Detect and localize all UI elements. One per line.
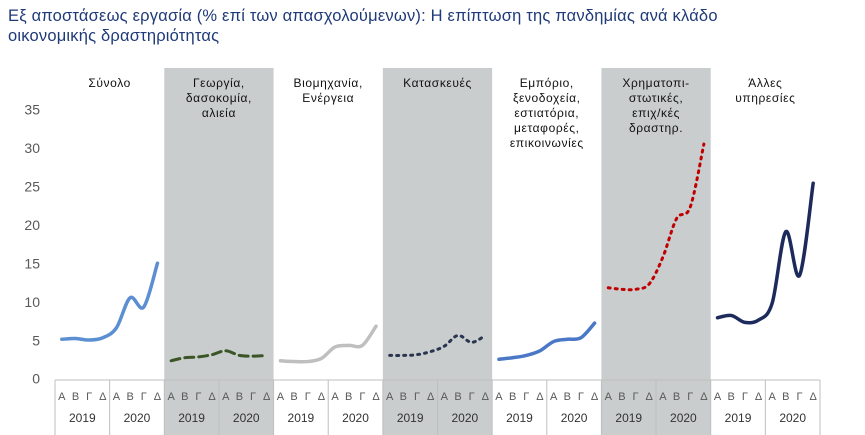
x-tick-label: Δ xyxy=(427,391,435,403)
year-label: 2019 xyxy=(506,411,533,425)
x-tick-label: Γ xyxy=(687,391,693,403)
panel-label: Γεωργία, δασοκομία, αλιεία xyxy=(185,76,252,120)
year-label: 2019 xyxy=(615,411,642,425)
x-tick-label: Β xyxy=(72,391,79,403)
y-tick-label: 35 xyxy=(24,102,40,118)
x-tick-label: Α xyxy=(441,391,449,403)
x-tick-label: Α xyxy=(277,391,285,403)
x-tick-label: Α xyxy=(714,391,722,403)
series-line xyxy=(388,333,487,357)
x-tick-label: Α xyxy=(113,391,121,403)
x-tick-label: Β xyxy=(564,391,571,403)
year-label: 2020 xyxy=(670,411,697,425)
x-tick-label: Β xyxy=(618,391,625,403)
x-tick-label: Β xyxy=(728,391,735,403)
year-label: 2020 xyxy=(451,411,478,425)
x-tick-label: Γ xyxy=(578,391,584,403)
x-tick-label: Δ xyxy=(482,391,490,403)
x-tick-label: Β xyxy=(673,391,680,403)
x-tick-label: Δ xyxy=(700,391,708,403)
year-label: 2020 xyxy=(233,411,260,425)
x-tick-label: Γ xyxy=(469,391,475,403)
x-tick-label: Γ xyxy=(86,391,92,403)
series-line xyxy=(497,321,597,361)
x-tick-label: Β xyxy=(236,391,243,403)
year-label: 2020 xyxy=(779,411,806,425)
x-tick-label: Δ xyxy=(755,391,763,403)
x-tick-label: Β xyxy=(400,391,407,403)
year-label: 2020 xyxy=(342,411,369,425)
x-tick-label: Β xyxy=(509,391,516,403)
x-tick-label: Α xyxy=(769,391,777,403)
x-tick-label: Α xyxy=(659,391,667,403)
x-tick-label: Α xyxy=(331,391,339,403)
x-tick-label: Γ xyxy=(359,391,365,403)
x-tick-label: Δ xyxy=(372,391,380,403)
x-tick-label: Γ xyxy=(414,391,420,403)
series-line xyxy=(169,349,269,363)
x-tick-label: Β xyxy=(126,391,133,403)
x-tick-label: Β xyxy=(290,391,297,403)
year-label: 2020 xyxy=(561,411,588,425)
series-line xyxy=(278,324,378,364)
x-tick-label: Β xyxy=(782,391,789,403)
chart-title: Εξ αποστάσεως εργασία (% επί των απασχολ… xyxy=(8,7,718,45)
panel-label: Εμπόριο, ξενοδοχεία, εστιατόρια, μεταφορ… xyxy=(509,76,584,150)
year-label: 2019 xyxy=(69,411,96,425)
series-line xyxy=(606,142,706,292)
x-tick-label: Γ xyxy=(195,391,201,403)
x-tick-label: Α xyxy=(605,391,613,403)
x-tick-label: Γ xyxy=(250,391,256,403)
x-tick-label: Δ xyxy=(809,391,817,403)
year-label: 2019 xyxy=(397,411,424,425)
x-tick-label: Δ xyxy=(263,391,271,403)
y-tick-label: 0 xyxy=(32,371,40,387)
panel-shade xyxy=(164,68,274,435)
year-label: 2019 xyxy=(178,411,205,425)
x-tick-label: Β xyxy=(345,391,352,403)
series-line xyxy=(715,181,815,325)
x-tick-label: Δ xyxy=(208,391,216,403)
x-tick-label: Γ xyxy=(305,391,311,403)
x-tick-label: Δ xyxy=(318,391,326,403)
y-tick-label: 10 xyxy=(24,294,40,310)
x-tick-label: Δ xyxy=(154,391,162,403)
panel-label: Άλλες υπηρεσίες xyxy=(735,76,796,105)
y-tick-label: 15 xyxy=(24,255,40,271)
year-label: 2019 xyxy=(288,411,315,425)
x-tick-label: Γ xyxy=(796,391,802,403)
panel-label: Σύνολο xyxy=(88,76,131,90)
x-tick-label: Γ xyxy=(633,391,639,403)
panel-shade xyxy=(601,68,711,435)
y-tick-label: 25 xyxy=(24,179,40,195)
x-tick-label: Γ xyxy=(742,391,748,403)
year-label: 2019 xyxy=(725,411,752,425)
x-tick-label: Α xyxy=(58,391,66,403)
series-line xyxy=(60,261,160,342)
x-tick-label: Α xyxy=(167,391,175,403)
x-tick-label: Α xyxy=(386,391,394,403)
y-tick-label: 30 xyxy=(24,140,40,156)
y-tick-label: 20 xyxy=(24,217,40,233)
x-tick-label: Β xyxy=(181,391,188,403)
y-tick-label: 5 xyxy=(32,332,40,348)
x-tick-label: Α xyxy=(495,391,503,403)
x-tick-label: Γ xyxy=(523,391,529,403)
x-tick-label: Δ xyxy=(646,391,654,403)
x-tick-label: Δ xyxy=(536,391,544,403)
panel-label: Χρηματοπι- στωτικές, επιχ/κές δραστηρ. xyxy=(622,76,690,135)
x-tick-label: Α xyxy=(550,391,558,403)
panel-label: Κατασκευές xyxy=(403,76,472,90)
x-tick-label: Α xyxy=(222,391,230,403)
panel-shade xyxy=(382,68,493,435)
year-label: 2020 xyxy=(124,411,151,425)
x-tick-label: Γ xyxy=(141,391,147,403)
x-tick-label: Δ xyxy=(591,391,599,403)
x-tick-label: Β xyxy=(454,391,461,403)
x-tick-label: Δ xyxy=(99,391,107,403)
panel-label: Βιομηχανία, Ενέργεια xyxy=(293,76,363,105)
